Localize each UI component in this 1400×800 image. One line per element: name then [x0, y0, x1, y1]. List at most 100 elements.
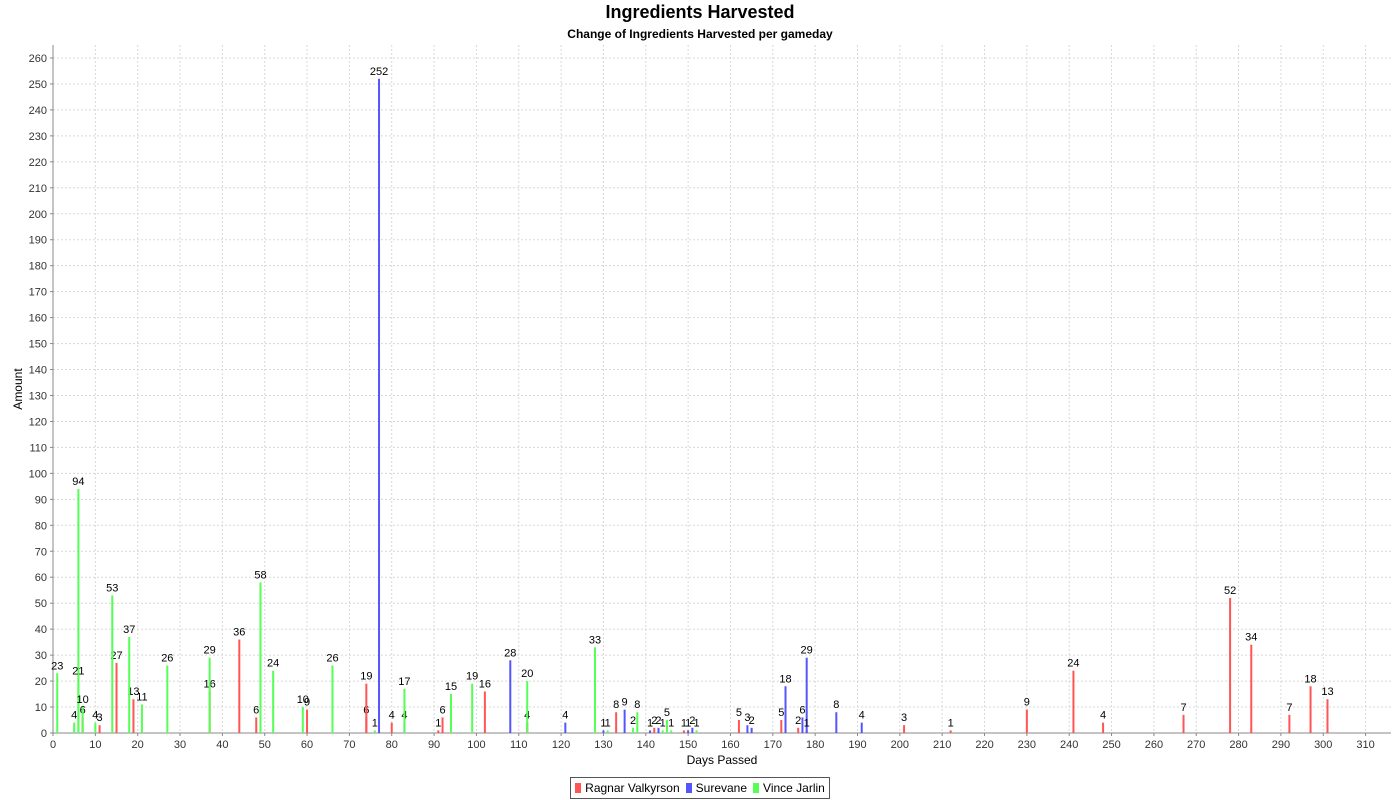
- bar-label: 19: [466, 671, 478, 683]
- y-tick-label: 160: [29, 313, 47, 325]
- x-tick-label: 240: [1060, 739, 1078, 751]
- x-tick-label: 200: [891, 739, 909, 751]
- x-tick-label: 170: [764, 739, 782, 751]
- bar-label: 11: [136, 691, 147, 703]
- bar: [564, 722, 567, 733]
- bar-label: 24: [267, 658, 279, 670]
- bar-label: 34: [1245, 632, 1257, 644]
- y-tick-label: 190: [29, 235, 47, 247]
- y-axis-title: Amount: [11, 368, 25, 410]
- x-tick-label: 150: [679, 739, 697, 751]
- bar-label: 1: [681, 717, 687, 729]
- x-tick-label: 120: [552, 739, 570, 751]
- x-tick-label: 80: [386, 739, 398, 751]
- y-tick-label: 260: [29, 53, 47, 65]
- bar: [606, 730, 609, 733]
- bar-label: 9: [622, 697, 628, 709]
- y-tick-label: 220: [29, 157, 47, 169]
- bar: [615, 712, 618, 733]
- bar: [746, 725, 749, 733]
- legend-label: Ragnar Valkyrson: [585, 781, 680, 795]
- y-tick-label: 150: [29, 339, 47, 351]
- y-tick-label: 140: [29, 365, 47, 377]
- bar-label: 4: [859, 710, 865, 722]
- bar: [949, 730, 952, 733]
- y-tick-label: 80: [35, 520, 47, 532]
- bar: [695, 730, 698, 733]
- x-tick-label: 110: [510, 739, 528, 751]
- bar-label: 36: [233, 627, 245, 639]
- legend-box: Ragnar Valkyrson Surevane Vince Jarlin: [570, 777, 830, 799]
- bar: [255, 717, 258, 733]
- bar-label: 5: [664, 707, 670, 719]
- bar: [306, 709, 309, 733]
- bar-label: 18: [1304, 673, 1316, 685]
- x-tick-label: 70: [343, 739, 355, 751]
- bar-label: 6: [253, 704, 259, 716]
- bar: [801, 717, 804, 733]
- y-tick-label: 120: [29, 416, 47, 428]
- bar: [272, 670, 275, 733]
- y-tick-label: 210: [29, 183, 47, 195]
- bar-label: 6: [439, 704, 445, 716]
- x-tick-label: 30: [174, 739, 186, 751]
- y-tick-label: 40: [35, 624, 47, 636]
- bar-label: 33: [589, 634, 601, 646]
- x-tick-label: 250: [1102, 739, 1120, 751]
- bar: [1102, 722, 1105, 733]
- bar: [903, 725, 906, 733]
- bar-label: 29: [801, 645, 813, 657]
- x-tick-label: 160: [721, 739, 739, 751]
- bar: [805, 730, 808, 733]
- y-tick-label: 180: [29, 261, 47, 273]
- y-tick-label: 250: [29, 79, 47, 91]
- y-tick-label: 200: [29, 209, 47, 221]
- bar: [691, 727, 694, 733]
- bar: [111, 595, 114, 733]
- bar-label: 17: [398, 676, 410, 688]
- y-tick-label: 70: [35, 546, 47, 558]
- bar-label: 37: [123, 624, 135, 636]
- bar: [378, 78, 381, 733]
- bar-label: 8: [634, 699, 640, 711]
- y-tick-label: 170: [29, 287, 47, 299]
- bar: [450, 694, 453, 733]
- legend-swatch: [575, 783, 582, 793]
- bar: [441, 717, 444, 733]
- bar-label: 23: [51, 660, 63, 672]
- bar-label: 29: [204, 645, 216, 657]
- bar: [805, 657, 808, 733]
- bar-label: 21: [72, 665, 84, 677]
- bar-label: 1: [435, 717, 441, 729]
- bar-label: 4: [1100, 710, 1106, 722]
- bar: [623, 709, 626, 733]
- bar: [1250, 644, 1253, 733]
- bar-label: 27: [110, 650, 122, 662]
- bar: [1025, 709, 1028, 733]
- bar-label: 1: [605, 717, 611, 729]
- bar: [373, 730, 376, 733]
- bar: [1229, 597, 1232, 733]
- bar: [331, 665, 334, 733]
- y-tick-label: 0: [41, 728, 47, 740]
- x-tick-label: 210: [933, 739, 951, 751]
- bar-label: 10: [77, 694, 89, 706]
- y-tick-label: 60: [35, 572, 47, 584]
- bar: [657, 727, 660, 733]
- x-tick-label: 50: [259, 739, 271, 751]
- bar-label: 9: [1024, 697, 1030, 709]
- bar-label: 15: [445, 681, 457, 693]
- x-tick-label: 20: [132, 739, 144, 751]
- bar-label: 94: [72, 476, 84, 488]
- bar-label: 8: [613, 699, 619, 711]
- x-tick-label: 140: [637, 739, 655, 751]
- bar: [780, 720, 783, 733]
- bar-label: 10: [297, 694, 309, 706]
- y-tick-label: 20: [35, 676, 47, 688]
- x-tick-label: 260: [1145, 739, 1163, 751]
- bar: [1288, 714, 1291, 733]
- bar-label: 1: [685, 717, 691, 729]
- y-tick-label: 130: [29, 390, 47, 402]
- bar-label: 52: [1224, 585, 1236, 597]
- bar: [750, 727, 753, 733]
